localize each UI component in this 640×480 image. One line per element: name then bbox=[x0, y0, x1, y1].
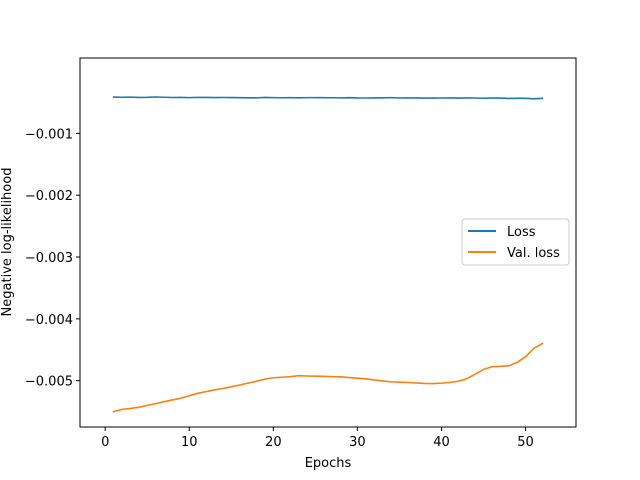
x-axis: 0 10 20 30 40 50 bbox=[101, 427, 534, 450]
plot-lines bbox=[112, 96, 544, 413]
x-tick-label: 30 bbox=[349, 435, 366, 450]
y-tick-label: −0.003 bbox=[25, 251, 73, 266]
series-line-val-loss bbox=[112, 342, 544, 413]
x-tick-label: 40 bbox=[433, 435, 450, 450]
y-axis-label: Negative log-likelihood bbox=[0, 168, 15, 317]
x-tick-label: 50 bbox=[517, 435, 534, 450]
x-tick-label: 10 bbox=[181, 435, 198, 450]
y-tick-label: −0.004 bbox=[25, 313, 73, 328]
y-axis: −0.005 −0.004 −0.003 −0.002 −0.001 bbox=[25, 127, 80, 390]
x-tick-label: 20 bbox=[265, 435, 282, 450]
plot-frame bbox=[79, 57, 577, 428]
y-tick-label: −0.002 bbox=[25, 189, 73, 204]
series-line-loss bbox=[112, 96, 544, 100]
x-tick-label: 0 bbox=[101, 435, 109, 450]
legend: Loss Val. loss bbox=[461, 218, 570, 266]
y-tick-label: −0.005 bbox=[25, 375, 73, 390]
y-tick-label: −0.001 bbox=[25, 127, 73, 142]
x-axis-label: Epochs bbox=[305, 456, 352, 471]
legend-label-loss: Loss bbox=[507, 225, 536, 240]
legend-label-val-loss: Val. loss bbox=[507, 246, 560, 261]
